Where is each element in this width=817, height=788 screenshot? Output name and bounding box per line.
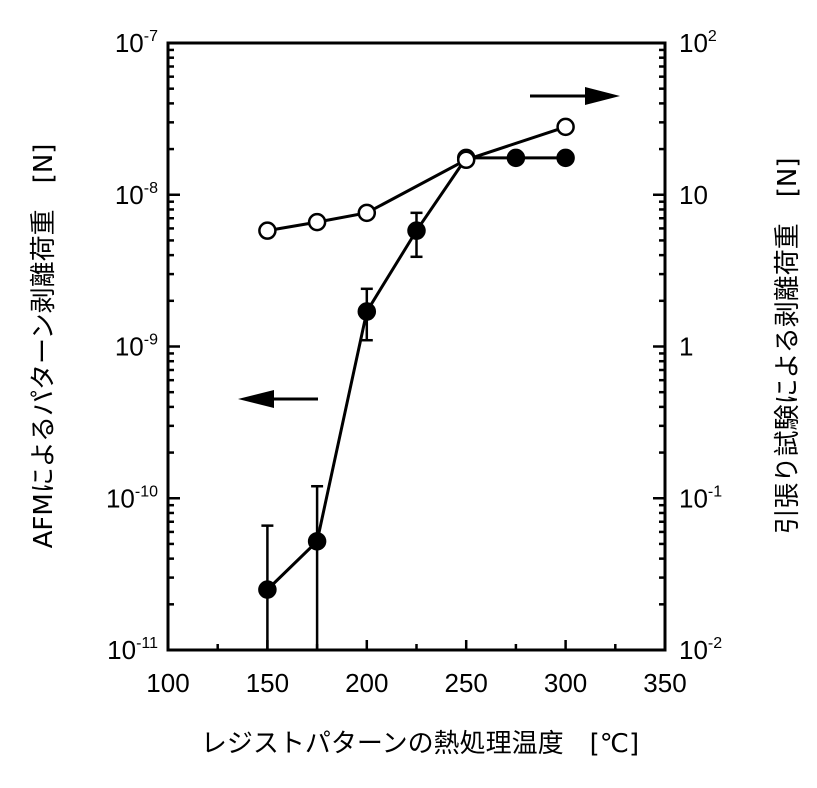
- x-tick-label: 200: [345, 668, 388, 698]
- x-tick-label: 100: [146, 668, 189, 698]
- x-tick-label: 350: [643, 668, 686, 698]
- filled-data-point: [407, 221, 426, 240]
- y-right-tick-label: 10-2: [679, 635, 722, 665]
- x-axis-title: レジストパターンの熱処理温度 [℃]: [201, 729, 639, 759]
- y-left-axis-title: AFMによるパターン剥離荷重 [N]: [29, 144, 59, 549]
- filled-data-point: [506, 148, 526, 168]
- open-data-point: [357, 203, 377, 223]
- plot-frame: [166, 41, 667, 652]
- filled-data-point: [357, 302, 377, 321]
- filled-data-point: [258, 580, 277, 599]
- y-left-tick-label: 10-7: [115, 28, 158, 58]
- y-left-tick-label: 10-8: [115, 180, 158, 210]
- open-data-point: [456, 150, 476, 170]
- open-data-point: [258, 221, 277, 240]
- y-right-tick-label: 1: [679, 332, 693, 362]
- open-data-point: [307, 212, 327, 232]
- x-tick-label: 250: [445, 668, 488, 698]
- y-right-tick-label: 10-1: [679, 483, 722, 513]
- filled-data-point: [307, 532, 327, 551]
- y-right-tick-label: 10: [679, 180, 708, 210]
- x-tick-label: 300: [544, 668, 587, 698]
- x-tick-label: 150: [246, 668, 289, 698]
- y-left-tick-label: 10-10: [106, 483, 158, 513]
- y-left-tick-label: 10-11: [107, 635, 158, 665]
- open-data-point: [556, 117, 575, 137]
- left-arrow-icon: [238, 390, 274, 408]
- right-arrow-icon: [585, 87, 620, 105]
- y-left-tick-label: 10-9: [115, 332, 158, 362]
- y-right-tick-label: 102: [679, 28, 717, 58]
- filled-data-point: [556, 148, 575, 168]
- y-right-axis-title: 引張り試験による剥離荷重 [N]: [773, 158, 803, 535]
